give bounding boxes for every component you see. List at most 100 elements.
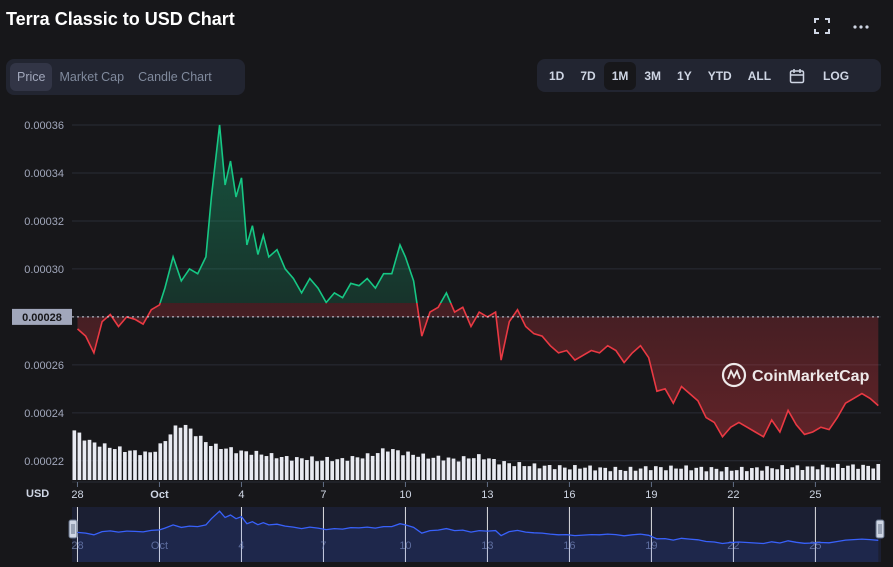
volume-bar: [547, 465, 552, 480]
volume-bar: [578, 468, 582, 480]
volume-bar: [87, 439, 92, 480]
range-ytd[interactable]: YTD: [707, 68, 732, 83]
volume-bar: [573, 465, 577, 480]
volume-bar: [183, 424, 188, 480]
fullscreen-icon[interactable]: [812, 18, 832, 38]
x-tick-label: 22: [727, 489, 739, 501]
volume-bar: [659, 467, 663, 480]
volume-bar: [835, 463, 840, 480]
volume-bar: [360, 458, 365, 480]
navigator-handle-right[interactable]: [875, 519, 885, 539]
log-button[interactable]: LOG: [823, 68, 850, 83]
area-fill-down: [77, 303, 879, 437]
volume-bar: [583, 467, 587, 480]
volume-bar: [739, 466, 744, 480]
tab-price[interactable]: Price: [10, 63, 53, 91]
volume-bar: [861, 464, 865, 480]
range-all[interactable]: ALL: [747, 68, 772, 83]
baseline: 0.00028: [12, 308, 881, 325]
series-line-down: [76, 303, 879, 439]
volume-bar: [158, 443, 163, 480]
volume-bar: [613, 466, 618, 480]
volume-bar: [618, 469, 623, 480]
volume-bar: [694, 467, 699, 480]
volume-bar: [133, 450, 137, 480]
navigator-tick-label: 10: [399, 540, 411, 552]
volume-bar: [436, 455, 441, 480]
coinmarketcap-logo-icon: [721, 362, 747, 388]
volume-bar: [795, 465, 800, 480]
navigator: 28 Oct 4 7 10 13 16 19 22 25: [68, 507, 885, 562]
volume-bar: [446, 457, 451, 480]
x-tick-label: 7: [320, 489, 326, 501]
volume-bar: [229, 447, 233, 480]
range-1d[interactable]: 1D: [549, 68, 565, 83]
volume-bar: [648, 470, 653, 480]
volume-bar: [385, 451, 390, 480]
tab-market-cap[interactable]: Market Cap: [59, 70, 125, 84]
baseline-badge: [12, 308, 72, 325]
volume-bar: [603, 467, 608, 480]
volume-bar: [775, 469, 779, 480]
volume-bar: [456, 461, 461, 480]
navigator-handle-left[interactable]: [68, 519, 78, 539]
volume-bar: [482, 459, 486, 480]
volume-bar: [568, 469, 572, 480]
volume-bar: [770, 468, 774, 480]
x-axis: 28 Oct 4 7 10 13 16 19 22 25: [71, 481, 881, 501]
x-tick-label: 10: [399, 489, 411, 501]
volume-bar: [310, 456, 314, 480]
range-3m[interactable]: 3M: [644, 68, 662, 83]
more-icon[interactable]: [851, 18, 871, 38]
volume-bar: [82, 440, 87, 480]
volume-bar: [396, 450, 400, 480]
navigator-tick-label: 19: [645, 540, 657, 552]
navigator-tick-label: 13: [481, 540, 493, 552]
volume-bar: [97, 446, 102, 480]
navigator-line: [77, 510, 879, 545]
volume-bar: [780, 465, 785, 480]
volume-bar: [810, 466, 815, 480]
view-tabs: Price Market Cap Candle Chart: [6, 59, 245, 95]
y-tick-label: 0.00032: [24, 216, 64, 228]
navigator-bg: [72, 507, 881, 562]
volume-bar: [340, 458, 345, 480]
volume-bar: [674, 468, 678, 480]
calendar-icon[interactable]: [779, 62, 815, 90]
volume-bar: [815, 469, 820, 480]
volume-bar: [214, 443, 218, 480]
coinmarketcap-logo-mark: [727, 368, 741, 380]
volume-bar: [163, 441, 168, 480]
volume-bar: [168, 434, 173, 480]
navigator-area: [77, 511, 879, 562]
x-tick-label: 28: [71, 489, 83, 501]
tab-candle-chart[interactable]: Candle Chart: [138, 70, 212, 84]
volume-bars: [72, 424, 881, 480]
volume-bar: [820, 464, 825, 480]
volume-bar: [638, 468, 643, 480]
volume-bar: [502, 461, 506, 480]
volume-bar: [269, 453, 274, 480]
volume-bar: [289, 460, 294, 480]
range-1y[interactable]: 1Y: [677, 68, 692, 83]
volume-bar: [441, 460, 446, 480]
volume-bar: [173, 425, 178, 480]
volume-bar: [517, 462, 522, 480]
volume-bar: [315, 461, 319, 480]
volume-bar: [345, 460, 350, 480]
watermark-text: CoinMarketCap: [752, 368, 870, 385]
volume-bar: [406, 451, 410, 480]
page-title: Terra Classic to USD Chart: [6, 9, 235, 29]
volume-bar: [830, 467, 835, 480]
volume-bar: [421, 453, 426, 480]
y-tick-label: 0.00026: [24, 360, 64, 372]
x-tick-label: 13: [481, 489, 493, 501]
volume-bar: [279, 457, 284, 480]
range-7d[interactable]: 7D: [580, 68, 596, 83]
volume-bar: [532, 463, 537, 480]
y-tick-label: 0.00024: [24, 408, 64, 420]
volume-bar: [259, 454, 264, 480]
volume-bar: [719, 471, 724, 480]
watermark: CoinMarketCap: [721, 362, 870, 388]
range-1m[interactable]: 1M: [603, 61, 637, 90]
